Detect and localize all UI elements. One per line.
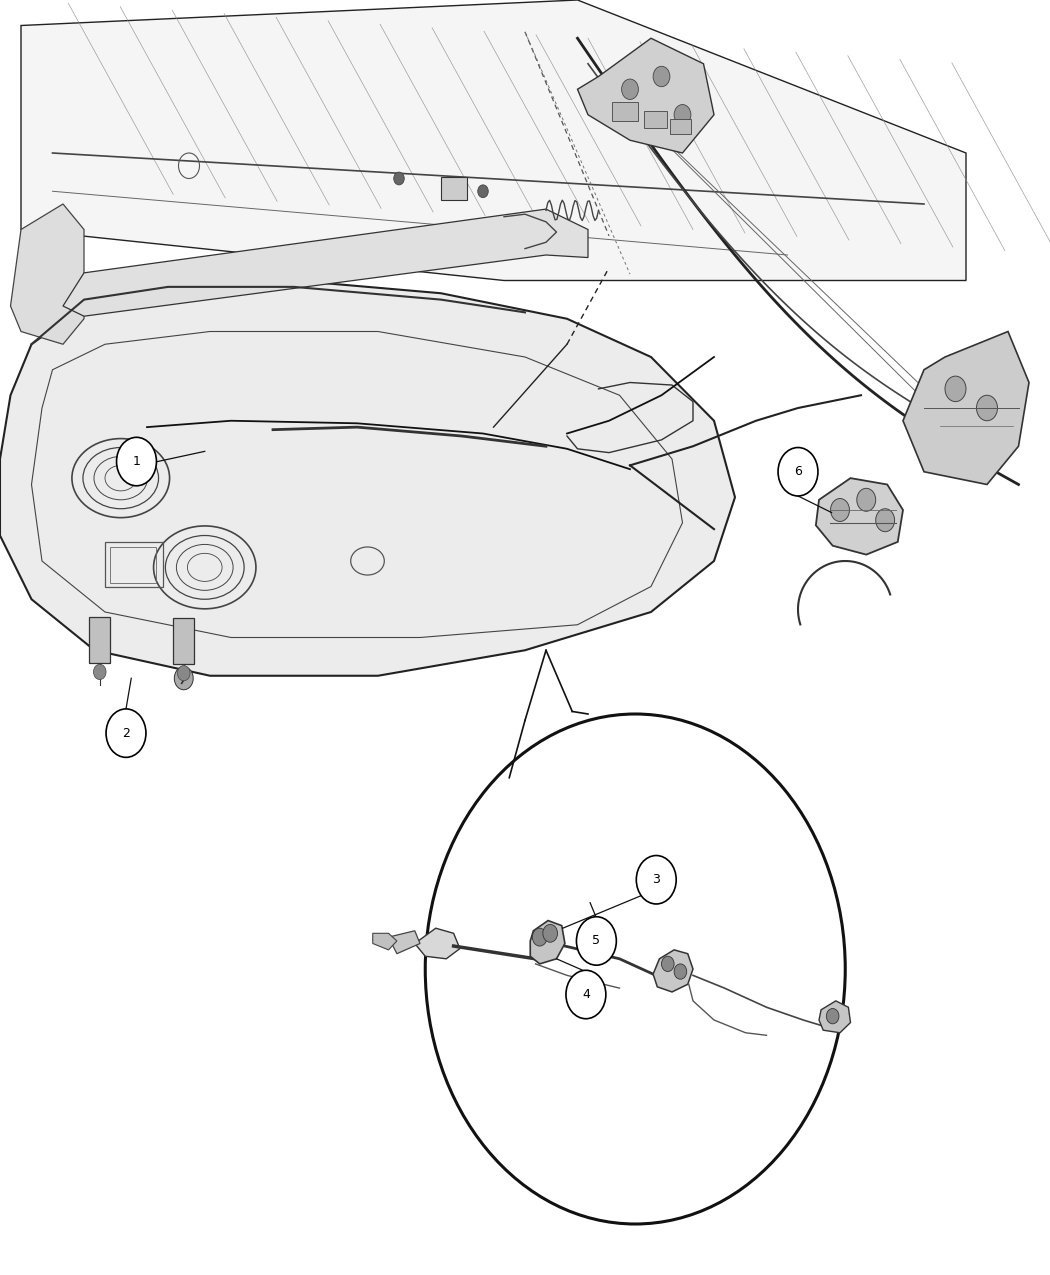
Polygon shape (373, 933, 397, 950)
Circle shape (622, 79, 638, 99)
Circle shape (976, 395, 997, 421)
Circle shape (478, 185, 488, 198)
Circle shape (177, 666, 190, 681)
Circle shape (174, 667, 193, 690)
Bar (105, 542, 163, 586)
Polygon shape (388, 931, 420, 954)
Circle shape (93, 664, 106, 680)
Circle shape (394, 172, 404, 185)
Circle shape (576, 917, 616, 965)
Text: 2: 2 (122, 727, 130, 739)
Circle shape (636, 856, 676, 904)
Circle shape (674, 105, 691, 125)
Circle shape (117, 437, 156, 486)
Circle shape (653, 66, 670, 87)
Bar (612, 102, 638, 121)
Polygon shape (21, 0, 966, 280)
Text: 6: 6 (794, 465, 802, 478)
Polygon shape (63, 209, 588, 316)
Circle shape (106, 709, 146, 757)
Polygon shape (819, 1001, 850, 1033)
Circle shape (831, 499, 849, 521)
Circle shape (662, 956, 674, 972)
Circle shape (674, 964, 687, 979)
Bar (89, 617, 110, 663)
Polygon shape (415, 928, 460, 959)
Circle shape (945, 376, 966, 402)
Polygon shape (578, 38, 714, 153)
Text: 5: 5 (592, 935, 601, 947)
Polygon shape (0, 280, 735, 676)
Polygon shape (816, 478, 903, 555)
Circle shape (566, 970, 606, 1019)
Circle shape (425, 714, 845, 1224)
Text: 4: 4 (582, 988, 590, 1001)
Bar (441, 177, 467, 200)
Polygon shape (530, 921, 565, 964)
Text: 1: 1 (132, 455, 141, 468)
Text: 3: 3 (652, 873, 660, 886)
Circle shape (857, 488, 876, 511)
Circle shape (876, 509, 895, 532)
Polygon shape (903, 332, 1029, 484)
Bar (173, 618, 194, 664)
Bar (670, 119, 691, 134)
Circle shape (778, 448, 818, 496)
Circle shape (532, 928, 547, 946)
Polygon shape (653, 950, 693, 992)
Polygon shape (10, 204, 84, 344)
Bar (644, 111, 667, 128)
Circle shape (543, 924, 558, 942)
Circle shape (826, 1009, 839, 1024)
Bar (110, 547, 156, 583)
